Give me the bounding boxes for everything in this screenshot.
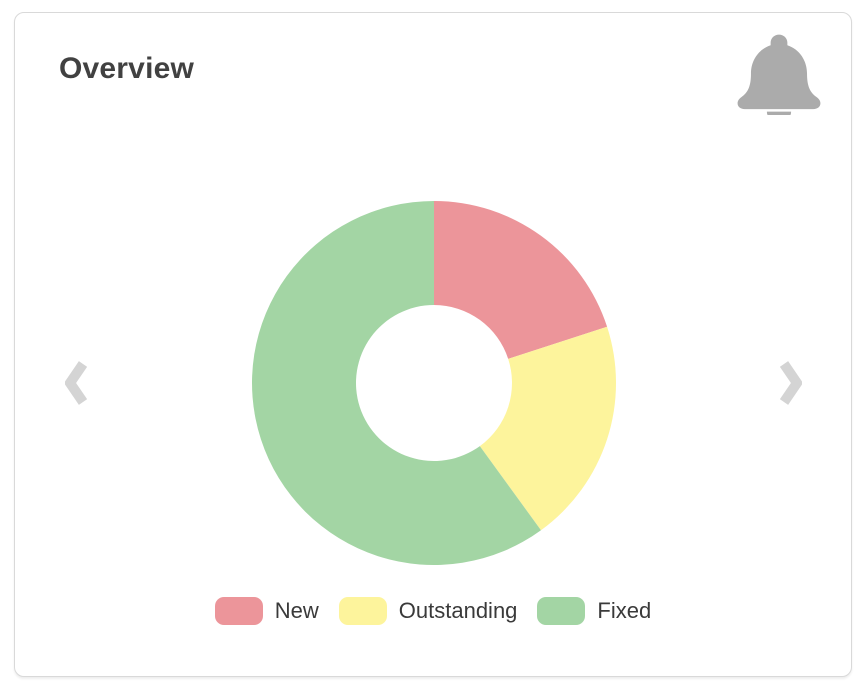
bell-icon [737,33,821,115]
page-title: Overview [59,52,195,85]
notifications-button[interactable] [737,33,821,115]
chevron-right-icon [780,359,802,407]
legend-item-fixed[interactable]: Fixed [537,597,651,625]
legend-item-outstanding[interactable]: Outstanding [338,597,518,625]
donut-segment-outstanding[interactable] [479,326,616,531]
donut-segment-new[interactable] [433,201,607,359]
chart-carousel [15,201,851,565]
legend-swatch-outstanding [338,597,387,625]
legend-item-new[interactable]: New [214,597,319,625]
carousel-prev-button[interactable] [65,359,87,407]
donut-segment-fixed[interactable] [251,201,541,565]
carousel-next-button[interactable] [780,359,802,407]
legend-swatch-new [214,597,263,625]
legend-label-new: New [274,598,319,623]
overview-card: Overview [14,12,852,677]
legend-label-fixed: Fixed [597,598,652,623]
card-header: Overview [15,13,851,115]
chevron-left-icon [65,359,87,407]
legend-swatch-fixed [537,597,586,625]
chart-legend: New Outstanding Fixed [15,597,851,625]
donut-chart [251,201,616,565]
legend-label-outstanding: Outstanding [398,598,518,623]
